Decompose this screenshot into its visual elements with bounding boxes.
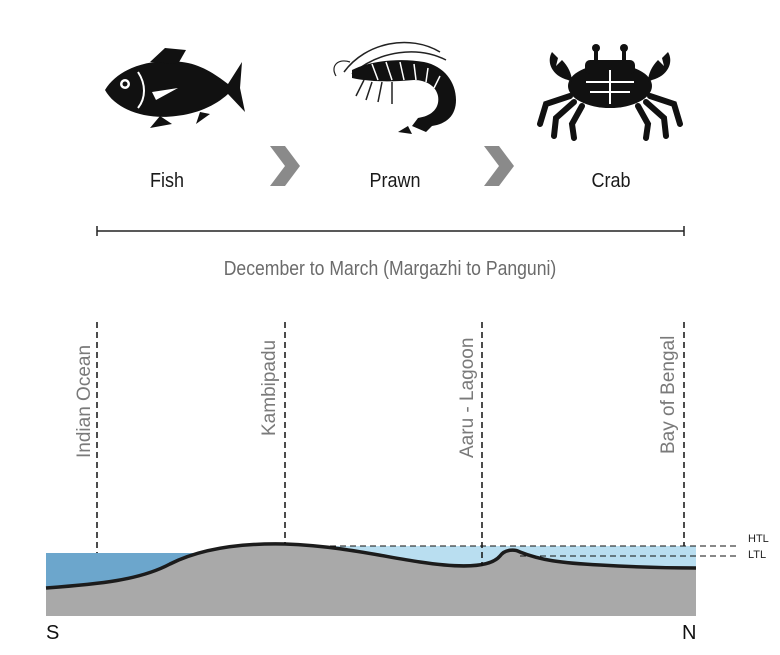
fish-icon [105,48,245,128]
place-label-bay-of-bengal: Bay of Bengal [658,335,679,454]
place-label-indian-ocean: Indian Ocean [74,344,95,458]
prawn-icon [333,41,456,134]
period-label: December to March (Margazhi to Panguni) [223,258,557,280]
htl-label: HTL [748,533,769,545]
place-label-aaru-lagoon: Aaru - Lagoon [457,337,478,458]
land-profile [46,543,696,616]
chevron-right-icon [270,146,300,186]
chevron-right-icon [484,146,514,186]
place-label-kambipadu: Kambipadu [259,339,280,436]
crab-label: Crab [591,170,631,192]
crab-icon [537,44,683,141]
ground-line [45,542,697,590]
period-timeline [96,226,685,236]
prawn-label: Prawn [369,170,421,192]
south-label: S [46,622,60,644]
north-label: N [682,622,697,644]
ltl-label: LTL [748,549,767,561]
fish-label: Fish [149,170,185,192]
